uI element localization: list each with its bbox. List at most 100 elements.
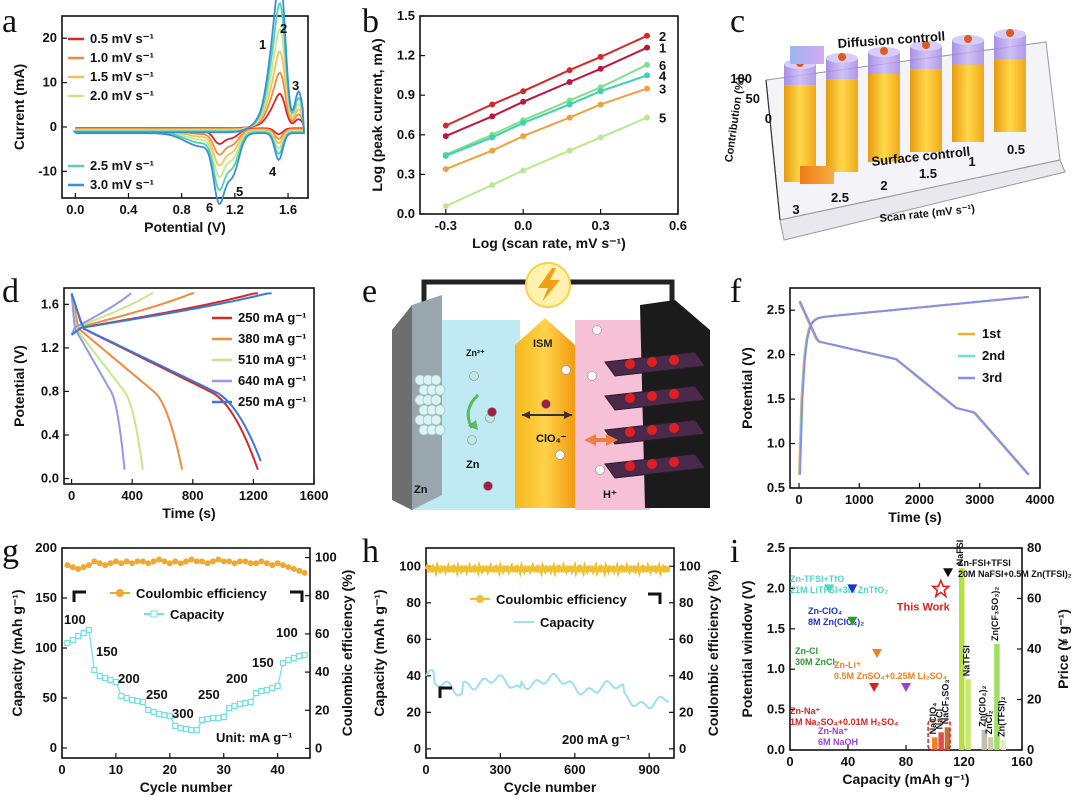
- data-point: [644, 114, 651, 121]
- capacity-point: [269, 684, 276, 692]
- bar-marker: [922, 41, 930, 49]
- price-bar-label: NaTFSI: [961, 645, 971, 676]
- efficiency-point: [161, 558, 168, 565]
- y-tick-label: 0.3: [397, 166, 415, 181]
- clo4-in-layer: [669, 423, 679, 433]
- rate-label: 300: [172, 706, 194, 721]
- y-tick-label: 1.0: [767, 436, 785, 451]
- data-point: [566, 79, 573, 85]
- electrolyte-marker: [872, 649, 882, 659]
- x-tick-label: 80: [899, 754, 913, 769]
- y2-axis-label: Coulombic efficiency (%): [705, 570, 721, 736]
- capacity-point: [69, 636, 76, 644]
- data-point: [597, 101, 604, 108]
- y-tick-label: 2.0: [767, 580, 785, 595]
- efficiency-point: [69, 564, 76, 571]
- electrolyte-marker: [824, 584, 835, 594]
- ion-particle: [469, 371, 479, 381]
- electrolyte-label: Zn-FSI+TFSI: [958, 558, 1011, 568]
- surface-bar: [784, 85, 816, 182]
- fit-line: [445, 74, 648, 157]
- fit-line: [445, 87, 648, 171]
- x-tick-label: 0.8: [173, 202, 191, 217]
- y-tick-label: 0.5: [767, 702, 785, 717]
- capacity-point: [274, 682, 281, 690]
- x-tick-label: 0: [68, 488, 75, 503]
- efficiency-point: [231, 560, 238, 567]
- y2-tick-label: 40: [679, 668, 693, 683]
- efficiency-point: [236, 558, 243, 565]
- panel-label-g: g: [2, 533, 19, 570]
- y2-tick-label: 80: [679, 595, 693, 610]
- capacity-point: [64, 639, 71, 647]
- efficiency-point: [139, 558, 146, 565]
- data-point: [644, 44, 651, 51]
- efficiency-point: [193, 558, 200, 565]
- y-tick-label: 1.6: [41, 296, 59, 311]
- efficiency-point: [145, 560, 152, 567]
- capacity-point: [215, 714, 222, 722]
- y-tick-label: 1.5: [767, 391, 785, 406]
- panel-label-a: a: [2, 3, 17, 40]
- y2-tick-label: 80: [315, 588, 329, 603]
- y-tick-label: 2.5: [767, 540, 785, 555]
- ism-separator: [515, 318, 575, 508]
- capacity-point: [247, 698, 254, 706]
- ism-label: ISM: [533, 338, 553, 350]
- efficiency-point: [269, 562, 276, 569]
- y-tick-label: 0: [50, 119, 57, 134]
- discharge-curve: [70, 293, 184, 470]
- discharge-curve: [799, 300, 1030, 476]
- electrolyte-sublabel: 0.5M ZnSO₄+0.25M Li₂SO₄: [834, 671, 947, 681]
- diffusion-bar: [784, 64, 816, 86]
- panel-label-d: d: [2, 273, 19, 310]
- efficiency-point: [156, 556, 163, 563]
- capacity-point: [123, 694, 130, 702]
- ion-particle: [592, 325, 602, 335]
- clo4-in-layer: [669, 355, 679, 365]
- efficiency-point: [172, 558, 179, 565]
- data-point: [489, 134, 496, 141]
- chart-i-comparison: 0 40 80 120 160 0.0 0.5 1.0 1.5 2.0 2.5 Capacity (m…: [739, 540, 1072, 787]
- legend-label: Coulombic efficiency: [496, 592, 628, 607]
- efficiency-point: [199, 558, 206, 565]
- efficiency-point: [226, 558, 233, 565]
- zn2-ion-label: Zn²⁺: [466, 348, 485, 358]
- data-point: [597, 88, 604, 95]
- electrolyte-sublabel: 8M Zn(ClO₄)₂: [808, 617, 864, 627]
- diffusion-bar: [910, 46, 942, 70]
- capacity-point: [107, 676, 114, 684]
- x-tick-label: 2: [880, 178, 887, 193]
- data-point: [520, 88, 527, 95]
- legend-label: 380 mA g⁻¹: [238, 331, 307, 346]
- efficiency-point: [129, 560, 136, 567]
- clo4-in-layer: [647, 459, 657, 469]
- price-bar-label: NaClO₄: [928, 703, 938, 735]
- price-bar: [987, 737, 994, 750]
- capacity-point: [236, 700, 244, 708]
- diffusion-bar: [826, 58, 858, 80]
- y-tick-label: 10: [43, 75, 57, 90]
- data-point: [644, 85, 651, 92]
- legend-label: Capacity: [170, 607, 225, 622]
- plot-frame: [61, 15, 309, 199]
- electrolyte-label: Zn-Cl: [795, 646, 818, 656]
- surface-bar: [994, 59, 1026, 133]
- data-point: [566, 147, 573, 154]
- y-axis-label: Potential window (V): [739, 581, 755, 718]
- y2-tick-label: 60: [315, 626, 329, 641]
- electrolyte-sublabel: 20M NaFSI+0.5M Zn(TFSI)₂: [958, 569, 1072, 579]
- legend-marker: [116, 589, 124, 597]
- efficiency-point: [253, 560, 260, 567]
- capacity-point: [182, 725, 190, 733]
- capacity-point: [128, 696, 136, 704]
- plot-frame: [63, 287, 315, 485]
- legend-marker: [150, 610, 158, 618]
- chart-d-gcd: 0 400 800 1200 1600 0.0 0.4 0.8 1.2 1.6 Time (s) Po…: [11, 287, 328, 521]
- data-point: [442, 166, 449, 173]
- capacity-point: [177, 724, 184, 732]
- capacity-point: [134, 697, 141, 705]
- x-tick-label: 160: [1011, 754, 1033, 769]
